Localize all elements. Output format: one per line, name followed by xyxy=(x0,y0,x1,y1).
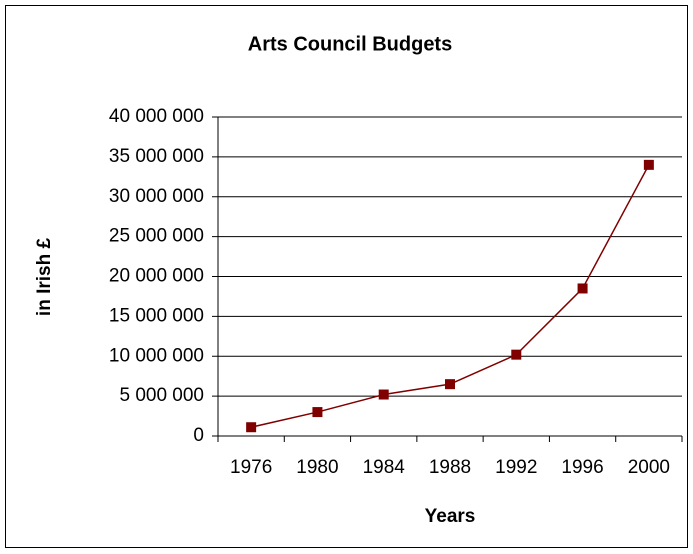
data-marker xyxy=(312,407,323,418)
x-tick-label: 1976 xyxy=(230,457,272,478)
y-tick-label: 40 000 000 xyxy=(109,106,204,127)
y-axis-label: in Irish £ xyxy=(34,238,55,317)
x-axis-label: Years xyxy=(425,506,476,527)
y-tick-label: 25 000 000 xyxy=(109,226,204,247)
x-tick-label: 1988 xyxy=(429,457,471,478)
data-marker xyxy=(445,379,455,390)
data-marker xyxy=(378,389,389,400)
chart-title: Arts Council Budgets xyxy=(248,33,452,55)
x-tick-label: 1984 xyxy=(363,457,406,478)
data-marker xyxy=(577,283,588,294)
y-tick-label: 15 000 000 xyxy=(109,305,204,326)
y-tick-label: 30 000 000 xyxy=(109,186,204,207)
data-marker xyxy=(643,159,654,170)
data-marker xyxy=(246,422,257,433)
data-marker xyxy=(511,349,522,360)
x-tick-label: 1996 xyxy=(561,457,603,478)
x-tick-label: 2000 xyxy=(628,457,670,478)
y-tick-label: 35 000 000 xyxy=(109,146,204,167)
x-tick-label: 1980 xyxy=(296,457,338,478)
y-tick-label: 5 000 000 xyxy=(119,385,204,406)
x-tick-label: 1992 xyxy=(495,457,537,478)
y-tick-label: 10 000 000 xyxy=(109,345,204,366)
y-tick-label: 0 xyxy=(193,425,204,446)
y-tick-label: 20 000 000 xyxy=(109,266,204,287)
